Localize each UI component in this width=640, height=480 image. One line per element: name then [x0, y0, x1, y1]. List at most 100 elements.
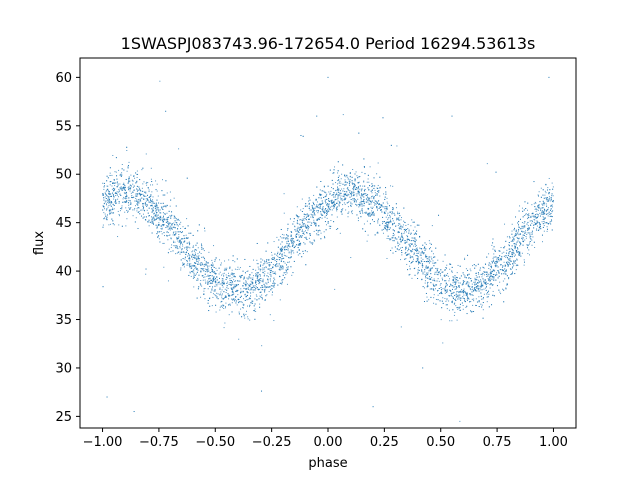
- data-point: [436, 270, 438, 272]
- data-point: [506, 284, 508, 286]
- data-point: [408, 244, 410, 246]
- data-point: [445, 266, 447, 268]
- data-point: [304, 205, 306, 207]
- data-point: [371, 214, 373, 216]
- data-point: [498, 260, 500, 262]
- data-point: [156, 208, 158, 210]
- data-point: [128, 176, 130, 178]
- data-point: [103, 203, 105, 205]
- data-point: [383, 212, 385, 214]
- data-point: [424, 271, 426, 273]
- data-point: [512, 254, 514, 256]
- data-point: [259, 265, 261, 267]
- data-point: [158, 231, 160, 233]
- data-point: [171, 224, 173, 226]
- data-point: [397, 243, 399, 245]
- data-point: [525, 237, 527, 239]
- data-point: [518, 220, 520, 222]
- data-point: [386, 230, 388, 232]
- data-point: [523, 231, 525, 233]
- data-point: [493, 276, 495, 278]
- data-point: [285, 274, 287, 276]
- data-point: [502, 280, 504, 282]
- data-point: [355, 171, 357, 173]
- data-point: [392, 229, 394, 231]
- data-point: [447, 273, 449, 275]
- data-point: [365, 193, 367, 195]
- data-point: [359, 202, 361, 204]
- data-point: [196, 249, 198, 251]
- data-point: [518, 237, 520, 239]
- data-point: [137, 211, 139, 213]
- data-point: [406, 263, 408, 265]
- data-point: [251, 300, 253, 302]
- data-point: [386, 229, 388, 231]
- data-point: [129, 190, 131, 192]
- data-point: [277, 251, 279, 253]
- data-point: [288, 251, 290, 253]
- data-point: [489, 269, 491, 271]
- data-point: [151, 202, 153, 204]
- data-point: [299, 219, 301, 221]
- data-point: [425, 243, 427, 245]
- data-point: [344, 184, 346, 186]
- data-point: [303, 231, 305, 233]
- data-point: [395, 207, 397, 209]
- data-point: [494, 270, 496, 272]
- data-point: [136, 210, 138, 212]
- data-point: [370, 213, 372, 215]
- data-point: [166, 231, 168, 233]
- data-point: [480, 279, 482, 281]
- data-point: [390, 185, 392, 187]
- data-point: [463, 291, 465, 293]
- data-point: [221, 284, 223, 286]
- data-point: [145, 195, 147, 197]
- data-point: [385, 193, 387, 195]
- data-point: [412, 260, 414, 262]
- data-point: [471, 286, 473, 288]
- data-point: [123, 196, 125, 198]
- data-point: [284, 262, 286, 264]
- data-point: [264, 270, 266, 272]
- data-point: [333, 169, 335, 171]
- data-point: [549, 220, 551, 222]
- data-point: [221, 289, 223, 291]
- data-point: [228, 314, 230, 316]
- data-point: [140, 194, 142, 196]
- data-point: [233, 284, 235, 286]
- data-point: [491, 244, 493, 246]
- data-point: [207, 266, 209, 268]
- data-point: [496, 272, 498, 274]
- data-point: [457, 295, 459, 297]
- data-point: [145, 198, 147, 200]
- data-point: [179, 239, 181, 241]
- data-point: [182, 226, 184, 228]
- data-point: [319, 206, 321, 208]
- data-point: [240, 295, 242, 297]
- data-point: [308, 218, 310, 220]
- data-point: [343, 202, 345, 204]
- data-point: [156, 204, 158, 206]
- data-point: [546, 199, 548, 201]
- data-point: [108, 210, 110, 212]
- data-point: [149, 198, 151, 200]
- data-point: [526, 246, 528, 248]
- data-point: [535, 229, 537, 231]
- data-point: [234, 276, 236, 278]
- data-point: [521, 236, 523, 238]
- data-point: [151, 201, 153, 203]
- data-point: [156, 227, 158, 229]
- data-point: [378, 203, 380, 205]
- data-point: [410, 262, 412, 264]
- data-point: [541, 213, 543, 215]
- data-point: [354, 184, 356, 186]
- data-point: [550, 200, 552, 202]
- data-point: [522, 231, 524, 233]
- data-point: [383, 206, 385, 208]
- data-point: [512, 251, 514, 253]
- data-point: [262, 269, 264, 271]
- data-point: [460, 309, 462, 311]
- data-point: [377, 184, 379, 186]
- data-point: [528, 249, 530, 251]
- data-point: [349, 181, 351, 183]
